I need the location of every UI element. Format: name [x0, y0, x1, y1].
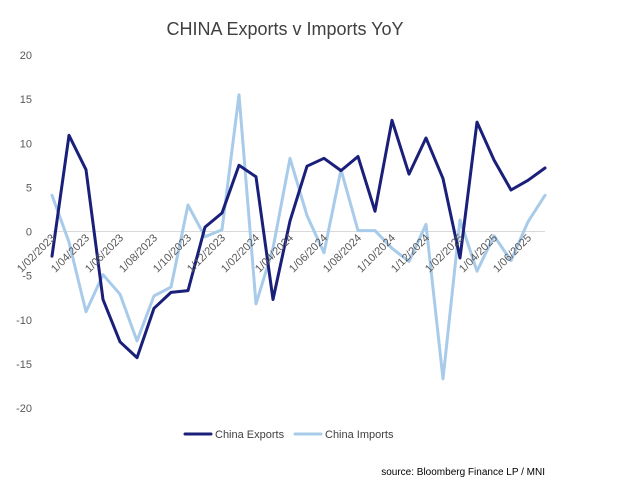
legend: China Exports China Imports — [183, 429, 394, 441]
y-tick-label: 15 — [20, 94, 32, 106]
series-layer — [50, 93, 547, 381]
chart-title: CHINA Exports v Imports YoY — [166, 19, 403, 39]
y-tick-label: -5 — [22, 271, 32, 283]
y-tick-label: 20 — [20, 50, 32, 62]
legend-label: China Imports — [325, 429, 394, 441]
series-line-china-imports — [50, 93, 547, 381]
y-tick-label: 0 — [26, 227, 32, 239]
source-note: source: Bloomberg Finance LP / MNI — [381, 467, 545, 478]
legend-label: China Exports — [215, 429, 285, 441]
y-tick-label: -15 — [16, 359, 32, 371]
y-tick-label: 10 — [20, 138, 32, 150]
y-tick-label: 5 — [26, 182, 32, 194]
y-axis-ticks: 20 15 10 5 0 -5 -10 -15 -20 — [16, 50, 32, 415]
y-tick-label: -20 — [16, 403, 32, 415]
y-tick-label: -10 — [16, 315, 32, 327]
series-line-china-exports — [50, 118, 547, 360]
